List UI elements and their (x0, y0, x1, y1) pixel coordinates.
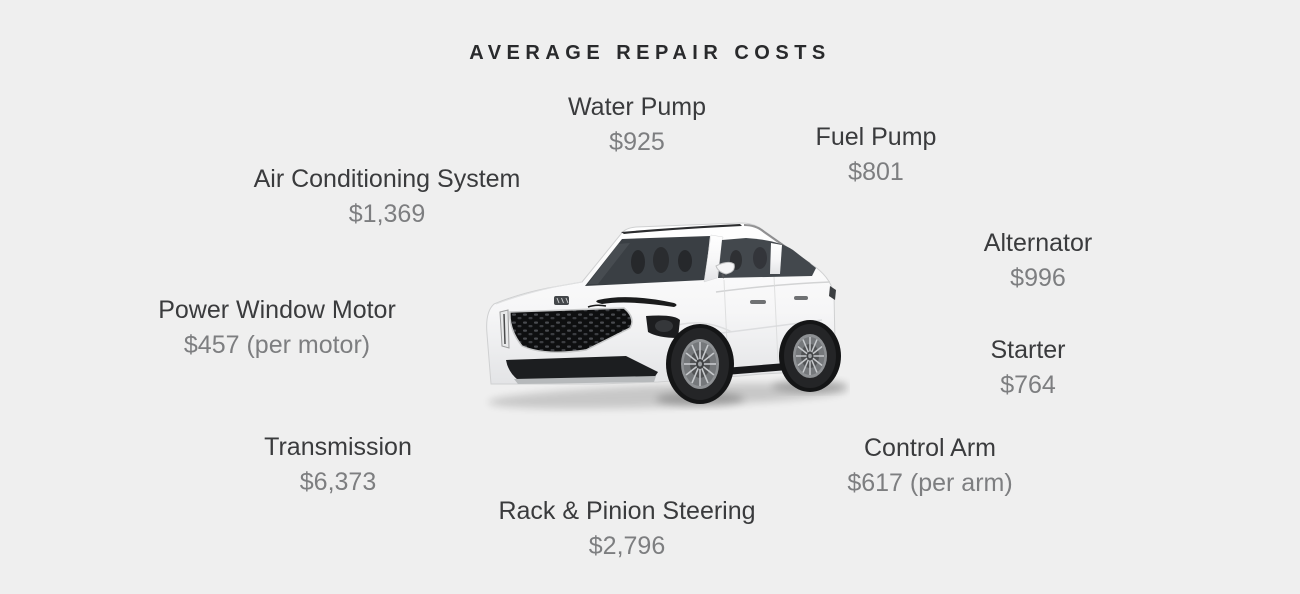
repair-item-control-arm: Control Arm $617 (per arm) (847, 435, 1012, 497)
car-grille (509, 307, 633, 353)
repair-label: Rack & Pinion Steering (498, 497, 756, 525)
car-rear-wheel (779, 320, 841, 392)
repair-price: $6,373 (299, 468, 377, 496)
repair-label: Power Window Motor (158, 296, 396, 324)
repair-label: Alternator (983, 229, 1093, 257)
car-headlight (587, 297, 677, 308)
repair-label: Fuel Pump (815, 123, 937, 151)
car-brand-badge (554, 296, 569, 305)
car-roof-rail (621, 224, 742, 234)
repair-price: $1,369 (348, 200, 426, 228)
repair-price: $764 (1000, 371, 1056, 399)
car-side-windows (718, 238, 816, 278)
car-side-mirror (715, 261, 735, 279)
repair-price: $2,796 (588, 532, 666, 560)
repair-item-water-pump: Water Pump $925 (568, 94, 706, 156)
repair-item-rack-pinion: Rack & Pinion Steering $2,796 (498, 498, 755, 560)
car-door-handles (750, 296, 808, 304)
car-windshield (585, 236, 710, 286)
car-rear-roofline (743, 224, 811, 265)
repair-item-air-conditioning: Air Conditioning System $1,369 (254, 166, 521, 228)
repair-label: Air Conditioning System (253, 165, 521, 193)
repair-label: Control Arm (864, 434, 996, 462)
page-title: AVERAGE REPAIR COSTS (469, 42, 831, 64)
car-a-pillar (703, 234, 724, 283)
repair-price: $996 (1010, 264, 1066, 292)
repair-price: $925 (609, 128, 665, 156)
repair-item-power-window-motor: Power Window Motor $457 (per motor) (158, 297, 396, 359)
repair-item-fuel-pump: Fuel Pump $801 (816, 124, 937, 186)
repair-item-transmission: Transmission $6,373 (264, 434, 412, 496)
car-taillight (829, 286, 836, 300)
repair-price: $457 (per motor) (183, 331, 371, 359)
repair-item-alternator: Alternator $996 (984, 230, 1092, 292)
repair-label: Starter (990, 336, 1066, 364)
repair-item-starter: Starter $764 (990, 337, 1065, 399)
repair-price: $801 (848, 158, 904, 186)
repair-price: $617 (per arm) (847, 469, 1013, 497)
repair-label: Transmission (264, 433, 412, 461)
car-fog-lamp (646, 315, 680, 338)
repair-label: Water Pump (567, 93, 707, 121)
car-front-wheel (666, 324, 734, 404)
car-corner-lamp (499, 309, 510, 349)
vehicle-illustration (486, 222, 848, 409)
